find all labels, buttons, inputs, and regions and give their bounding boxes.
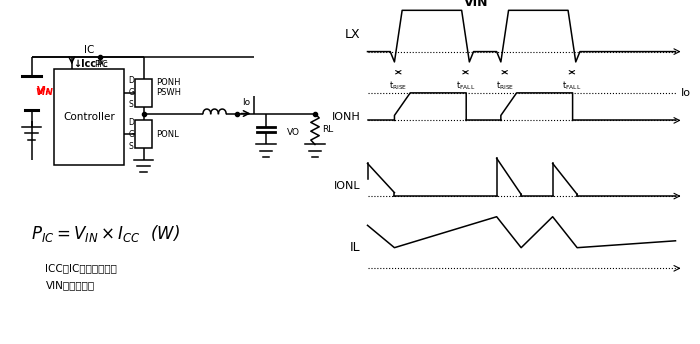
Text: VIN：输入电压: VIN：输入电压 [46,280,94,291]
Text: G: G [128,88,134,97]
Text: G: G [128,130,134,139]
Text: t$_{\rm RISE}$: t$_{\rm RISE}$ [389,79,407,92]
Bar [55,69,125,165]
Text: t$_{\rm FALL}$: t$_{\rm FALL}$ [562,79,582,92]
Text: RL: RL [322,125,333,133]
Bar [134,120,153,148]
Text: ↓Icc: ↓Icc [74,58,97,69]
Text: VIN: VIN [463,0,489,9]
Text: VO: VO [287,128,300,137]
Text: S: S [129,142,134,151]
Text: PIC: PIC [94,60,108,69]
Text: PONL: PONL [155,130,178,139]
Text: D: D [128,76,134,85]
Text: PSWH: PSWH [155,88,181,97]
Text: IONL: IONL [334,181,360,191]
Text: S: S [129,100,134,109]
Text: D: D [128,118,134,127]
Text: VIN: VIN [36,88,54,97]
Text: Io: Io [680,88,691,98]
Text: PONH: PONH [155,78,180,87]
Text: Pᴵᴄ: Pᴵᴄ [97,60,108,69]
Bar [134,79,153,107]
Text: t$_{\rm FALL}$: t$_{\rm FALL}$ [456,79,475,92]
Text: IONH: IONH [332,112,361,122]
Text: LX: LX [345,28,361,41]
Text: ICC：IC自身消耗电流: ICC：IC自身消耗电流 [46,263,118,273]
Text: Controller: Controller [64,112,115,122]
Text: $P_{IC} = V_{IN} \times I_{CC}$  (W): $P_{IC} = V_{IN} \times I_{CC}$ (W) [31,223,179,245]
Text: t$_{\rm RISE}$: t$_{\rm RISE}$ [496,79,514,92]
Text: IC: IC [84,45,95,55]
Text: IL: IL [350,241,360,254]
Text: Vᴵₙ: Vᴵₙ [36,86,51,96]
Text: Io: Io [242,98,251,107]
